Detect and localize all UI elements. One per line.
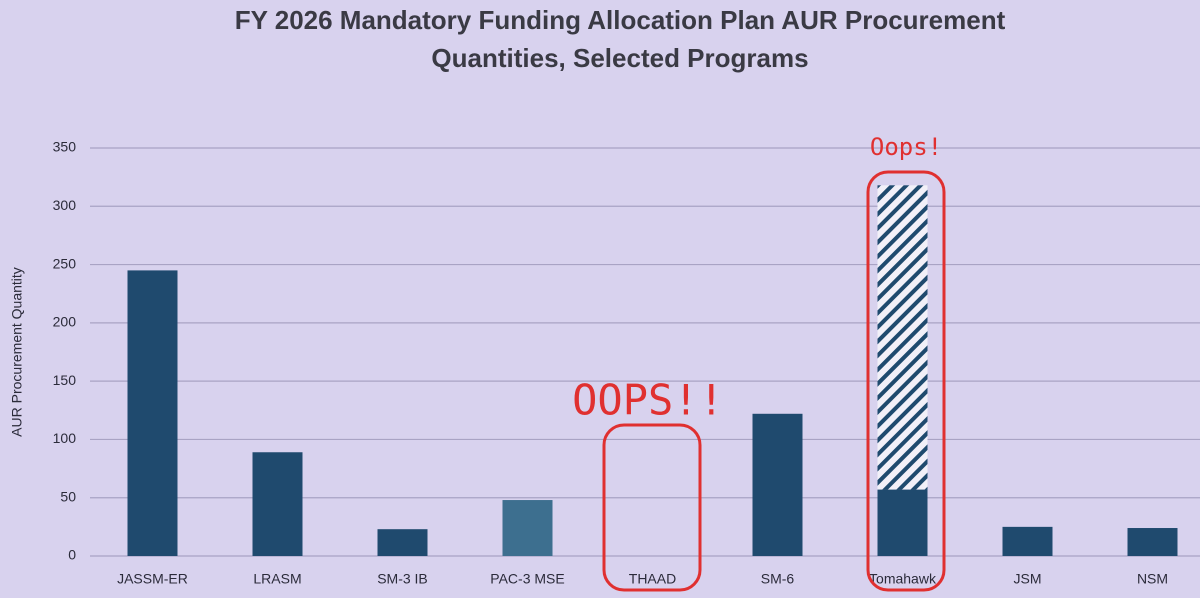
- annotation-box: [602, 423, 702, 592]
- annotation: OOPS!!: [572, 376, 724, 425]
- bar: [1127, 528, 1178, 556]
- bar: [877, 489, 928, 556]
- x-tick-label: LRASM: [253, 571, 301, 587]
- y-tick-label: 200: [53, 314, 77, 330]
- plot: 0 50 100 150 200 250 300 350 JASSM-ER LRASM SM-3 I…: [53, 139, 1200, 587]
- y-tick-label: 350: [53, 139, 77, 155]
- y-tick-label: 50: [60, 488, 76, 504]
- bar: [502, 500, 553, 556]
- x-tick-label: SM-3 IB: [377, 571, 428, 587]
- annotation-box: [866, 170, 946, 592]
- x-tick-label: SM-6: [761, 571, 795, 587]
- x-tick-label: NSM: [1137, 571, 1168, 587]
- x-tick-label: Tomahawk: [869, 571, 937, 587]
- bar: [377, 529, 428, 556]
- annotation: Oops!: [870, 133, 942, 161]
- x-tick-label: JASSM-ER: [117, 571, 188, 587]
- y-tick-label: 250: [53, 255, 77, 271]
- bar: [752, 413, 803, 556]
- bar: [1002, 526, 1053, 556]
- chart-title: FY 2026 Mandatory Funding Allocation Pla…: [235, 5, 1006, 35]
- x-tick-label: JSM: [1014, 571, 1042, 587]
- y-tick-label: 150: [53, 372, 77, 388]
- y-tick-label: 100: [53, 430, 77, 446]
- bar: [127, 270, 178, 556]
- bar: [877, 185, 928, 490]
- y-tick-label: 300: [53, 197, 77, 213]
- bar: [252, 452, 303, 556]
- x-tick-label: THAAD: [629, 571, 676, 587]
- chart-title: Quantities, Selected Programs: [431, 43, 808, 73]
- x-tick-label: PAC-3 MSE: [490, 571, 564, 587]
- y-axis-label: AUR Procurement Quantity: [9, 267, 25, 437]
- y-tick-label: 0: [68, 547, 76, 563]
